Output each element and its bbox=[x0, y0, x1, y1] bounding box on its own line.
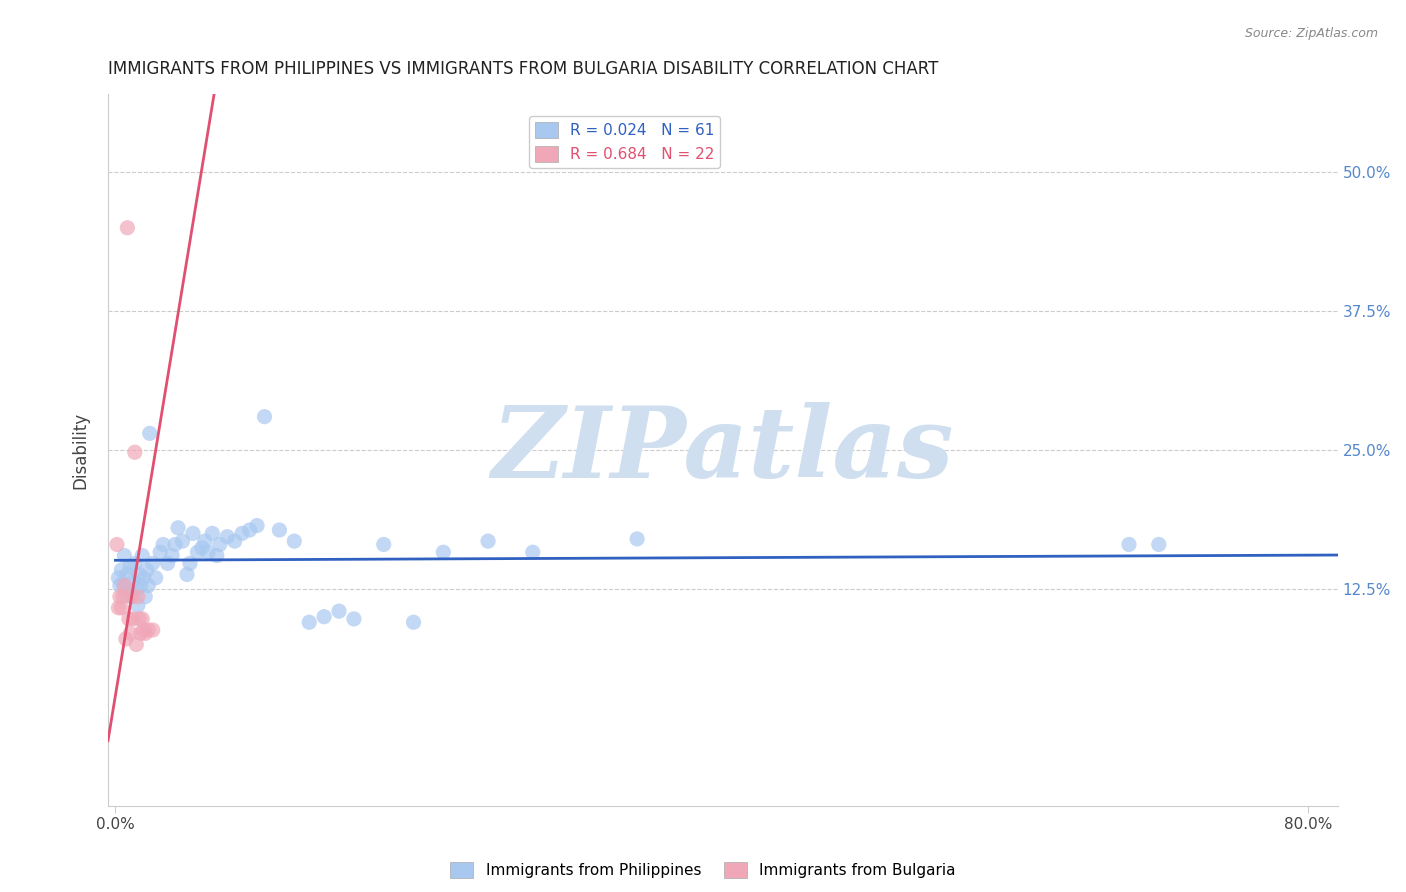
Point bbox=[626, 532, 648, 546]
Y-axis label: Disability: Disability bbox=[72, 411, 89, 489]
Legend: Immigrants from Philippines, Immigrants from Bulgaria: Immigrants from Philippines, Immigrants … bbox=[444, 856, 962, 884]
Text: Source: ZipAtlas.com: Source: ZipAtlas.com bbox=[1244, 27, 1378, 40]
Point bbox=[127, 590, 149, 604]
Point bbox=[136, 578, 159, 592]
Point bbox=[208, 537, 231, 551]
Point bbox=[167, 521, 190, 535]
Point bbox=[132, 571, 155, 585]
Point bbox=[122, 574, 145, 588]
Point bbox=[135, 563, 157, 577]
Point bbox=[165, 537, 187, 551]
Point bbox=[298, 615, 321, 630]
Point bbox=[191, 541, 214, 555]
Point bbox=[181, 526, 204, 541]
Point bbox=[134, 626, 156, 640]
Text: IMMIGRANTS FROM PHILIPPINES VS IMMIGRANTS FROM BULGARIA DISABILITY CORRELATION C: IMMIGRANTS FROM PHILIPPINES VS IMMIGRANT… bbox=[108, 60, 938, 78]
Point bbox=[432, 545, 454, 559]
Point bbox=[107, 571, 129, 585]
Point bbox=[117, 220, 139, 235]
Point bbox=[201, 526, 224, 541]
Point bbox=[328, 604, 350, 618]
Point bbox=[120, 626, 142, 640]
Point bbox=[283, 534, 305, 549]
Point bbox=[121, 590, 143, 604]
Point bbox=[314, 609, 336, 624]
Point bbox=[125, 582, 148, 596]
Point bbox=[246, 518, 269, 533]
Point bbox=[125, 638, 148, 652]
Point bbox=[194, 534, 217, 549]
Point bbox=[176, 567, 198, 582]
Text: ZIPatlas: ZIPatlas bbox=[492, 401, 955, 499]
Point bbox=[239, 523, 262, 537]
Point bbox=[136, 623, 159, 637]
Point bbox=[1118, 537, 1140, 551]
Point bbox=[107, 600, 129, 615]
Point bbox=[127, 599, 149, 613]
Point bbox=[145, 571, 167, 585]
Point bbox=[132, 623, 155, 637]
Point bbox=[108, 590, 131, 604]
Point bbox=[402, 615, 425, 630]
Point bbox=[142, 623, 165, 637]
Point bbox=[142, 557, 165, 571]
Legend: R = 0.024   N = 61, R = 0.684   N = 22: R = 0.024 N = 61, R = 0.684 N = 22 bbox=[529, 116, 720, 168]
Point bbox=[373, 537, 395, 551]
Point bbox=[477, 534, 499, 549]
Point bbox=[522, 545, 544, 559]
Point bbox=[128, 612, 150, 626]
Point bbox=[124, 557, 146, 571]
Point bbox=[134, 590, 156, 604]
Point bbox=[115, 632, 138, 646]
Point bbox=[138, 426, 160, 441]
Point bbox=[111, 576, 134, 591]
Point bbox=[131, 612, 153, 626]
Point bbox=[108, 578, 131, 592]
Point bbox=[231, 526, 253, 541]
Point bbox=[111, 590, 134, 604]
Point bbox=[179, 557, 201, 571]
Point bbox=[121, 590, 143, 604]
Point bbox=[110, 563, 132, 577]
Point bbox=[105, 537, 128, 551]
Point bbox=[269, 523, 291, 537]
Point bbox=[343, 612, 366, 626]
Point bbox=[152, 537, 174, 551]
Point bbox=[224, 534, 246, 549]
Point bbox=[1147, 537, 1170, 551]
Point bbox=[112, 578, 135, 592]
Point bbox=[124, 445, 146, 459]
Point bbox=[205, 549, 228, 563]
Point bbox=[118, 612, 141, 626]
Point bbox=[149, 545, 172, 559]
Point bbox=[110, 600, 132, 615]
Point bbox=[122, 612, 145, 626]
Point bbox=[120, 559, 142, 574]
Point bbox=[217, 530, 239, 544]
Point bbox=[156, 557, 179, 571]
Point bbox=[253, 409, 276, 424]
Point bbox=[112, 549, 135, 563]
Point bbox=[197, 545, 219, 559]
Point bbox=[118, 582, 141, 596]
Point bbox=[186, 545, 208, 559]
Point bbox=[128, 567, 150, 582]
Point bbox=[117, 567, 139, 582]
Point bbox=[131, 549, 153, 563]
Point bbox=[160, 549, 183, 563]
Point bbox=[129, 626, 152, 640]
Point bbox=[115, 587, 138, 601]
Point bbox=[129, 578, 152, 592]
Point bbox=[172, 534, 194, 549]
